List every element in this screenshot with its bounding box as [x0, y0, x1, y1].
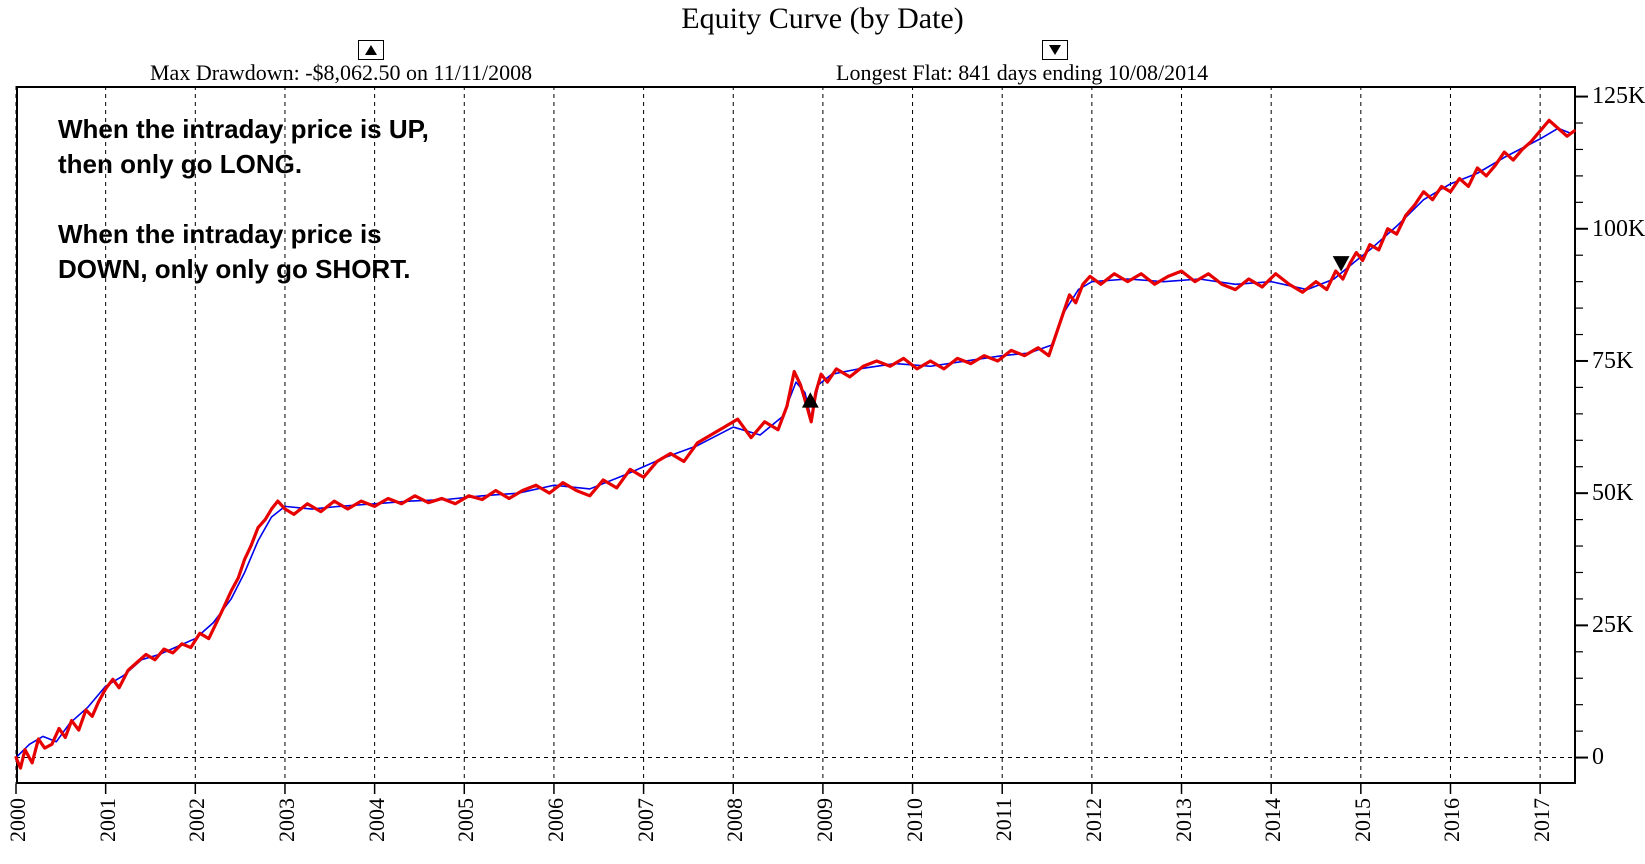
- x-tick-label: 2008: [722, 798, 748, 842]
- strategy-annotation: When the intraday price is UP, then only…: [58, 112, 429, 287]
- x-tick-label: 2013: [1171, 798, 1197, 842]
- y-tick-label: 125K: [1592, 83, 1645, 110]
- y-tick-label: 25K: [1592, 612, 1633, 639]
- x-tick-label: 2005: [453, 798, 479, 842]
- y-tick-label: 50K: [1592, 480, 1633, 507]
- x-tick-label: 2009: [812, 798, 838, 842]
- x-tick-label: 2007: [633, 798, 659, 842]
- x-tick-label: 2000: [5, 798, 31, 842]
- y-tick-label: 0: [1592, 744, 1604, 771]
- x-tick-label: 2001: [95, 798, 121, 842]
- x-tick-label: 2004: [364, 798, 390, 842]
- x-tick-label: 2014: [1260, 798, 1286, 842]
- x-tick-label: 2016: [1439, 798, 1465, 842]
- x-tick-label: 2010: [902, 798, 928, 842]
- x-tick-label: 2015: [1350, 798, 1376, 842]
- x-tick-label: 2006: [543, 798, 569, 842]
- x-tick-label: 2017: [1529, 798, 1555, 842]
- x-tick-label: 2012: [1081, 798, 1107, 842]
- x-tick-label: 2011: [991, 798, 1017, 841]
- x-tick-label: 2003: [274, 798, 300, 842]
- y-tick-label: 100K: [1592, 216, 1645, 243]
- x-tick-label: 2002: [184, 798, 210, 842]
- y-tick-label: 75K: [1592, 348, 1633, 375]
